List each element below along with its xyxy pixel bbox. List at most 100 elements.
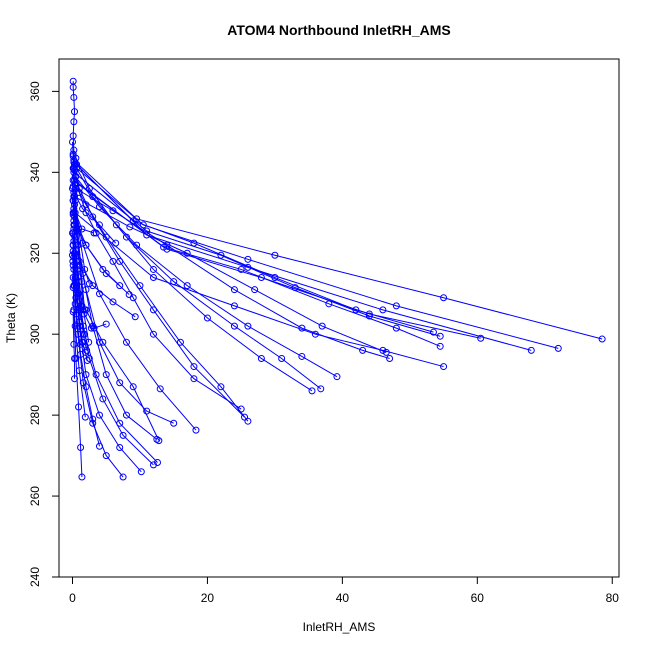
y-tick-label: 240 [28,567,42,587]
data-point [311,330,319,338]
series-line [74,165,559,349]
data-point [119,473,127,481]
data-point [143,231,151,239]
data-point [429,328,437,336]
series-line [72,311,76,379]
data-point [237,265,245,273]
data-point [75,403,83,411]
data-point [136,282,144,290]
data-point [69,152,77,160]
y-tick-label: 340 [28,162,42,182]
data-point [70,221,78,229]
series-line [74,184,249,422]
data-point [436,332,444,340]
data-point [109,298,117,306]
data-point [81,306,89,314]
data-point [82,383,90,391]
data-point [333,373,341,381]
data-point [170,419,178,427]
series-line [72,251,82,345]
data-point [554,344,562,352]
x-tick-label: 0 [69,591,76,605]
data-point [71,108,79,116]
data-point [69,164,77,172]
data-point [69,274,77,282]
data-point [77,444,85,451]
data-point [365,312,373,320]
data-point [230,286,238,294]
data-point [109,257,117,265]
series-line [75,157,313,392]
series-layer [68,77,606,481]
data-point [102,269,110,277]
data-point [325,300,333,308]
y-tick-label: 320 [28,243,42,263]
data-point [126,223,134,231]
data-point [318,322,326,330]
data-point [149,330,157,338]
data-point [133,215,141,223]
data-point [102,452,110,460]
data-point [379,306,387,314]
data-point [149,274,157,282]
data-point [82,241,90,249]
data-point [359,346,367,354]
data-point [477,334,485,342]
data-point [69,261,77,269]
data-point [68,229,76,237]
series-line [73,257,88,361]
data-point [78,278,86,286]
data-point [308,387,316,395]
data-point [89,415,97,423]
data-point [155,437,163,445]
chart-title: ATOM4 Northbound InletRH_AMS [227,22,450,38]
series-line [75,188,390,359]
series-line [76,163,532,351]
x-axis-label: InletRH_AMS [303,620,376,634]
data-point [257,354,265,362]
data-point [78,473,86,481]
data-point [77,340,85,348]
data-point [392,302,400,310]
data-point [149,306,157,314]
data-point [83,346,91,354]
data-point [598,335,606,343]
data-point [82,209,90,217]
y-tick-label: 360 [28,81,42,101]
data-point [119,431,127,439]
y-tick-label: 260 [28,486,42,506]
data-point [137,468,145,476]
data-point [102,371,110,379]
data-point [379,346,387,354]
series-line [74,216,130,295]
data-point [99,265,107,273]
data-point [70,93,78,101]
series-line [75,182,481,339]
data-point [99,338,107,346]
data-point [69,197,77,205]
data-point [89,213,97,221]
data-point [85,280,93,288]
data-point [79,322,87,330]
data-point [217,383,225,391]
data-point [440,294,448,302]
data-point [71,197,79,205]
data-point [116,379,124,387]
data-point [89,282,97,290]
data-point [95,411,103,419]
data-point [81,413,89,421]
data-point [203,314,211,322]
data-point [317,385,325,393]
data-point [79,205,87,213]
data-point [112,221,120,229]
data-point [75,318,83,326]
data-point [244,417,252,425]
data-point [68,185,76,192]
data-point [125,291,133,299]
data-point [440,363,448,371]
data-point [112,239,120,247]
data-point [74,330,82,338]
data-point [244,322,252,330]
data-point [183,282,191,290]
data-point [160,243,168,251]
